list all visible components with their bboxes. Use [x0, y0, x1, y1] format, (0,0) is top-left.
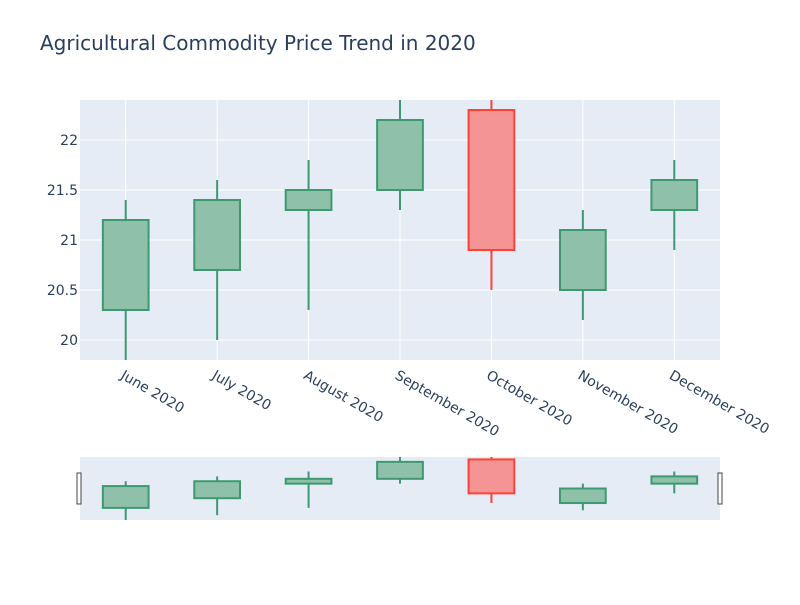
candle-body — [559, 229, 607, 291]
slider-candle-body — [284, 477, 333, 485]
x-tick-label: August 2020 — [301, 368, 386, 426]
slider-candle-body — [559, 487, 607, 505]
chart-title: Agricultural Commodity Price Trend in 20… — [40, 31, 476, 55]
y-tick-label: 21 — [60, 233, 78, 249]
candle-body — [650, 179, 699, 211]
slider-candle-body — [467, 458, 516, 495]
x-tick-label: October 2020 — [483, 368, 574, 430]
y-axis-ticks: 20 20.5 21 21.5 22 — [47, 133, 78, 349]
y-tick-label: 22 — [60, 133, 78, 149]
candle-body — [193, 199, 242, 271]
candle-body — [467, 109, 516, 251]
candles — [101, 100, 699, 360]
slider-candle-body — [376, 460, 424, 480]
candle-body — [284, 189, 333, 211]
slider-candle-body — [650, 475, 699, 485]
slider-candle-body — [101, 485, 150, 509]
x-axis-ticks: June 2020 July 2020 August 2020 September 2… — [117, 367, 772, 440]
x-tick-label: December 2020 — [666, 368, 772, 438]
y-tick-label: 20.5 — [47, 283, 78, 299]
range-slider-left-handle[interactable] — [76, 472, 82, 505]
x-tick-label: November 2020 — [575, 368, 681, 438]
x-tick-label: July 2020 — [208, 367, 273, 414]
x-tick-label: June 2020 — [117, 367, 187, 417]
range-slider-right-handle[interactable] — [717, 472, 723, 505]
y-tick-label: 20 — [60, 333, 78, 349]
y-tick-label: 21.5 — [47, 183, 78, 199]
candle-body — [376, 119, 424, 191]
candle-body — [101, 219, 150, 311]
slider-candle-body — [193, 480, 242, 500]
range-slider-candles — [101, 457, 699, 520]
